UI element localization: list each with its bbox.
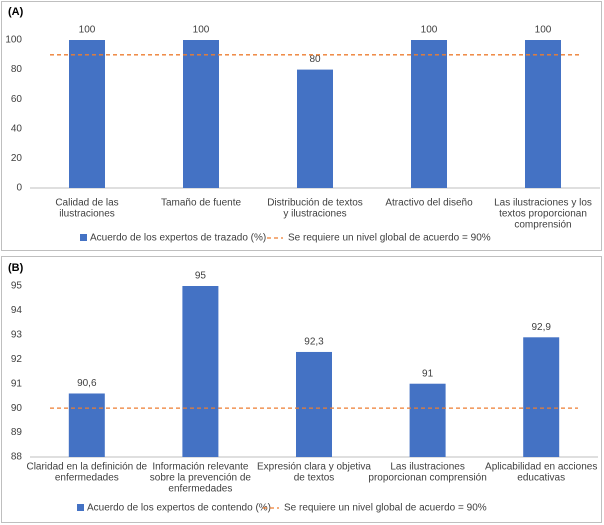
y-tick-label: 0: [16, 183, 22, 194]
bar: [409, 383, 446, 457]
bar: [525, 40, 561, 188]
x-tick-label: enfermedades: [55, 473, 119, 484]
bar: [69, 40, 105, 188]
y-tick-label: 94: [11, 305, 23, 316]
value-label: 92,3: [304, 337, 324, 348]
y-tick-label: 40: [11, 123, 23, 134]
value-label: 100: [193, 25, 210, 36]
panel-frame: [1, 256, 602, 523]
legend-label: Acuerdo de los expertos de trazado (%): [90, 233, 266, 244]
x-tick-label: Aplicabilidad en acciones: [485, 462, 597, 473]
value-label: 91: [422, 368, 434, 379]
value-label: 100: [535, 25, 552, 36]
x-tick-label: ilustraciones: [59, 209, 115, 220]
x-tick-label: proporcionan comprensión: [368, 473, 486, 484]
x-tick-label: Tamaño de fuente: [161, 198, 241, 209]
x-tick-label: comprensión: [514, 220, 571, 231]
y-tick-label: 80: [11, 64, 23, 75]
y-tick-label: 88: [11, 452, 23, 463]
y-tick-label: 60: [11, 94, 23, 105]
y-tick-label: 89: [11, 427, 23, 438]
x-tick-label: Las ilustraciones: [390, 462, 464, 473]
bar: [183, 40, 219, 188]
bar: [68, 393, 105, 457]
x-tick-label: Claridad en la definición de: [26, 462, 147, 473]
y-tick-label: 92: [11, 354, 23, 365]
legend-swatch: [77, 504, 84, 511]
panel-label: (B): [8, 262, 24, 274]
legend-swatch: [80, 234, 87, 241]
value-label: 100: [421, 25, 438, 36]
y-tick-label: 90: [11, 403, 23, 414]
panel-frame: [1, 1, 602, 251]
panel-label: (A): [8, 6, 24, 18]
bar: [411, 40, 447, 188]
x-tick-label: sobre la prevención de: [150, 473, 252, 484]
value-label: 80: [309, 54, 321, 65]
x-tick-label: enfermedades: [168, 484, 232, 495]
value-label: 100: [79, 25, 96, 36]
bar: [182, 286, 219, 457]
value-label: 90,6: [77, 378, 97, 389]
x-tick-label: Expresión clara y objetiva: [257, 462, 371, 473]
value-label: 95: [195, 271, 207, 282]
legend-label: Acuerdo de los expertos de contendo (%): [87, 503, 271, 514]
value-label: 92,9: [531, 322, 551, 333]
x-tick-label: y ilustraciones: [283, 209, 346, 220]
x-tick-label: Distribución de textos: [267, 198, 363, 209]
bar: [296, 351, 332, 457]
x-tick-label: Información relevante: [152, 462, 249, 473]
y-tick-label: 20: [11, 153, 23, 164]
y-tick-label: 95: [11, 281, 23, 292]
x-tick-label: textos proporcionan: [499, 209, 587, 220]
bar: [297, 69, 333, 188]
y-tick-label: 100: [5, 35, 22, 46]
x-tick-label: Las ilustraciones y los: [494, 198, 592, 209]
y-tick-label: 93: [11, 329, 23, 340]
x-tick-label: educativas: [517, 473, 565, 484]
y-tick-label: 91: [11, 378, 23, 389]
x-tick-label: Atractivo del diseño: [385, 198, 473, 209]
x-tick-label: Calidad de las: [55, 198, 118, 209]
x-tick-label: de textos: [294, 473, 335, 484]
legend-label: Se requiere un nivel global de acuerdo =…: [288, 233, 491, 244]
bar: [523, 337, 560, 457]
legend-label: Se requiere un nivel global de acuerdo =…: [284, 503, 487, 514]
